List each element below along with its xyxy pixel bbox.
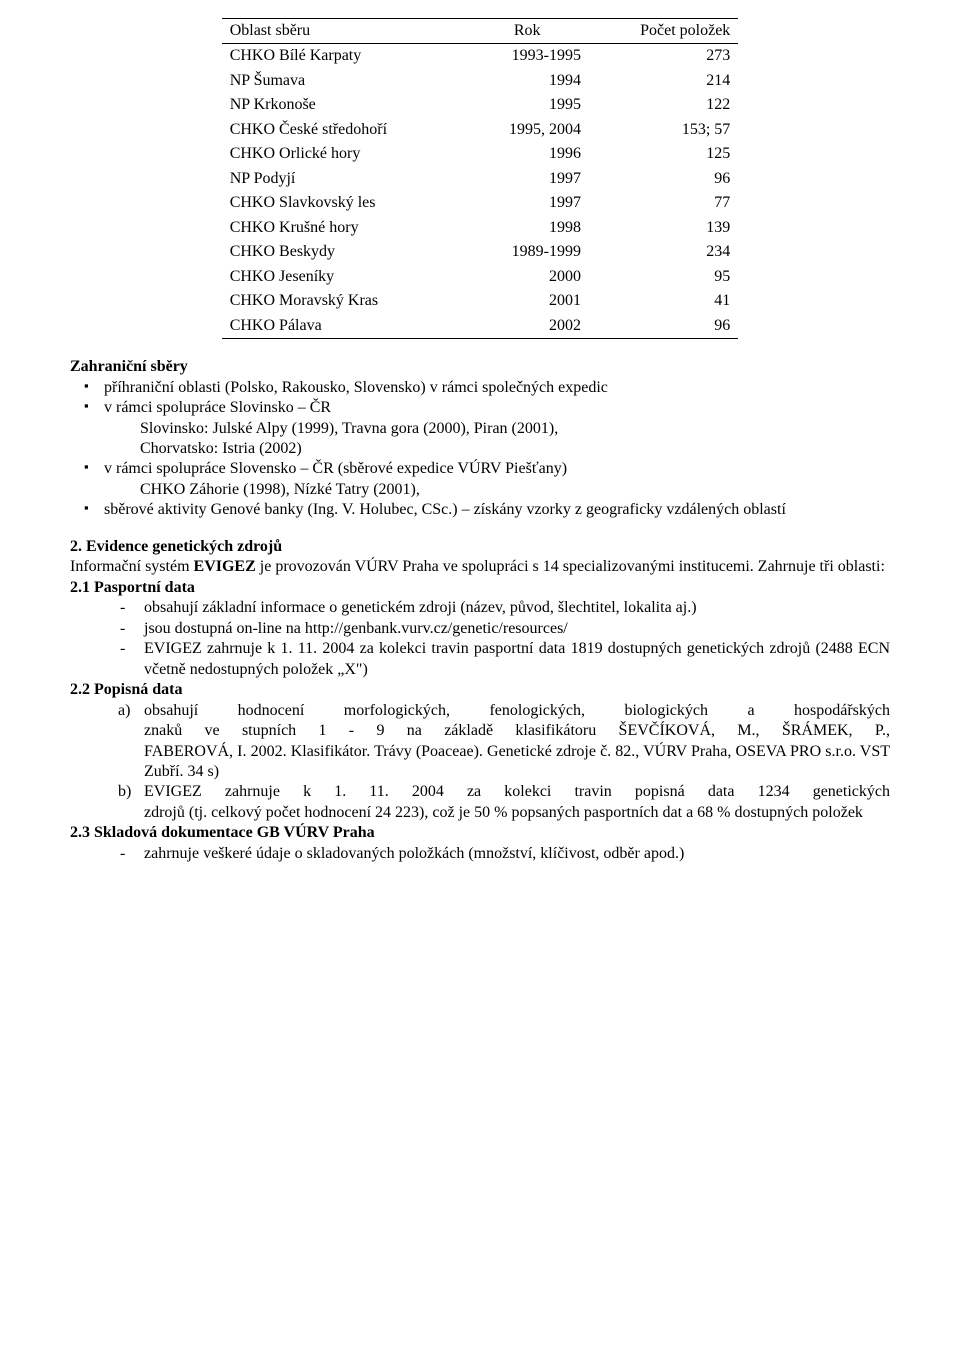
collection-table: Oblast sběru Rok Počet položek CHKO Bílé…: [222, 18, 739, 339]
table-cell: 214: [589, 69, 738, 93]
evigez-bold: EVIGEZ: [194, 558, 256, 575]
section-2-3-list: zahrnuje veškeré údaje o skladovaných po…: [70, 844, 890, 864]
list-subitem: CHKO Záhorie (1998), Nízké Tatry (2001),: [70, 480, 890, 500]
list-item-a: a) obsahují hodnocení morfologických, fe…: [70, 701, 890, 783]
item-a-line2: znaků ve stupních 1 - 9 na základě klasi…: [144, 721, 890, 741]
list-item: jsou dostupná on-line na http://genbank.…: [70, 619, 890, 639]
table-cell: 2001: [465, 289, 589, 313]
col-count: Počet položek: [589, 19, 738, 44]
table-cell: 1993-1995: [465, 44, 589, 69]
list-item-text: příhraniční oblasti (Polsko, Rakousko, S…: [104, 379, 608, 396]
section-2-intro: Informační systém EVIGEZ je provozován V…: [70, 557, 890, 577]
table-cell: CHKO Beskydy: [222, 240, 466, 264]
table-cell: 41: [589, 289, 738, 313]
table-row: CHKO Jeseníky200095: [222, 265, 739, 289]
table-cell: 273: [589, 44, 738, 69]
list-item-b: b) EVIGEZ zahrnuje k 1. 11. 2004 za kole…: [70, 782, 890, 823]
table-cell: CHKO Moravský Kras: [222, 289, 466, 313]
section-2-2-list: a) obsahují hodnocení morfologických, fe…: [70, 701, 890, 824]
list-item: obsahují základní informace o genetickém…: [70, 598, 890, 618]
list-item: v rámci spolupráce Slovensko – ČR (sběro…: [70, 459, 890, 479]
list-subitem: Chorvatsko: Istria (2002): [70, 439, 890, 459]
table-row: NP Šumava1994214: [222, 69, 739, 93]
list-item: v rámci spolupráce Slovinsko – ČR: [70, 398, 890, 418]
table-cell: 139: [589, 216, 738, 240]
table-row: CHKO Slavkovský les199777: [222, 191, 739, 215]
table-cell: 1995: [465, 93, 589, 117]
section-2-2-title: 2.2 Popisná data: [70, 680, 890, 700]
table-cell: CHKO Jeseníky: [222, 265, 466, 289]
item-a-line1: obsahují hodnocení morfologických, fenol…: [144, 701, 890, 721]
marker-b: b): [118, 782, 131, 802]
table-cell: 234: [589, 240, 738, 264]
item-a-rest: FABEROVÁ, I. 2002. Klasifikátor. Trávy (…: [144, 742, 890, 783]
table-cell: 125: [589, 142, 738, 166]
section-2-3-title: 2.3 Skladová dokumentace GB VÚRV Praha: [70, 823, 890, 843]
table-cell: 77: [589, 191, 738, 215]
foreign-collections-title: Zahraniční sběry: [70, 357, 890, 377]
section-2-heading: 2. Evidence genetických zdrojů: [70, 537, 890, 557]
list-item: zahrnuje veškeré údaje o skladovaných po…: [70, 844, 890, 864]
list-item: příhraniční oblasti (Polsko, Rakousko, S…: [70, 378, 890, 398]
col-year: Rok: [465, 19, 589, 44]
table-cell: 1996: [465, 142, 589, 166]
table-cell: 1989-1999: [465, 240, 589, 264]
table-cell: 1998: [465, 216, 589, 240]
list-item: sběrové aktivity Genové banky (Ing. V. H…: [70, 500, 890, 520]
item-b-line1: EVIGEZ zahrnuje k 1. 11. 2004 za kolekci…: [144, 782, 890, 802]
foreign-collections-list: příhraniční oblasti (Polsko, Rakousko, S…: [70, 378, 890, 521]
list-item-text: v rámci spolupráce Slovinsko – ČR: [104, 399, 331, 416]
table-cell: NP Šumava: [222, 69, 466, 93]
table-cell: 1995, 2004: [465, 118, 589, 142]
section-2-1-list: obsahují základní informace o genetickém…: [70, 598, 890, 680]
table-cell: CHKO České středohoří: [222, 118, 466, 142]
table-row: CHKO České středohoří1995, 2004153; 57: [222, 118, 739, 142]
table-row: CHKO Moravský Kras200141: [222, 289, 739, 313]
table-row: CHKO Orlické hory1996125: [222, 142, 739, 166]
section-2-1-title: 2.1 Pasportní data: [70, 578, 890, 598]
table-header-row: Oblast sběru Rok Počet položek: [222, 19, 739, 44]
table-row: NP Podyjí199796: [222, 167, 739, 191]
item-b-rest: zdrojů (tj. celkový počet hodnocení 24 2…: [144, 803, 890, 823]
table-row: CHKO Bílé Karpaty1993-1995273: [222, 44, 739, 69]
table-cell: 153; 57: [589, 118, 738, 142]
table-cell: NP Podyjí: [222, 167, 466, 191]
table-cell: 96: [589, 167, 738, 191]
table-cell: CHKO Orlické hory: [222, 142, 466, 166]
marker-a: a): [118, 701, 130, 721]
table-cell: CHKO Krušné hory: [222, 216, 466, 240]
table-row: CHKO Krušné hory1998139: [222, 216, 739, 240]
intro-pre: Informační systém: [70, 558, 194, 575]
table-cell: 122: [589, 93, 738, 117]
list-item-text: v rámci spolupráce Slovensko – ČR (sběro…: [104, 460, 567, 477]
table-cell: 1997: [465, 167, 589, 191]
table-cell: CHKO Pálava: [222, 314, 466, 339]
table-cell: 95: [589, 265, 738, 289]
col-area: Oblast sběru: [222, 19, 466, 44]
table-cell: CHKO Bílé Karpaty: [222, 44, 466, 69]
list-subitem: Slovinsko: Julské Alpy (1999), Travna go…: [70, 419, 890, 439]
table-cell: 1994: [465, 69, 589, 93]
list-item-text: sběrové aktivity Genové banky (Ing. V. H…: [104, 501, 786, 518]
table-cell: CHKO Slavkovský les: [222, 191, 466, 215]
intro-post: je provozován VÚRV Praha ve spolupráci s…: [256, 558, 885, 575]
table-row: NP Krkonoše1995122: [222, 93, 739, 117]
table-cell: 2002: [465, 314, 589, 339]
table-cell: NP Krkonoše: [222, 93, 466, 117]
table-cell: 1997: [465, 191, 589, 215]
table-cell: 96: [589, 314, 738, 339]
list-item: EVIGEZ zahrnuje k 1. 11. 2004 za kolekci…: [70, 639, 890, 680]
table-row: CHKO Beskydy1989-1999234: [222, 240, 739, 264]
table-cell: 2000: [465, 265, 589, 289]
table-row: CHKO Pálava200296: [222, 314, 739, 339]
